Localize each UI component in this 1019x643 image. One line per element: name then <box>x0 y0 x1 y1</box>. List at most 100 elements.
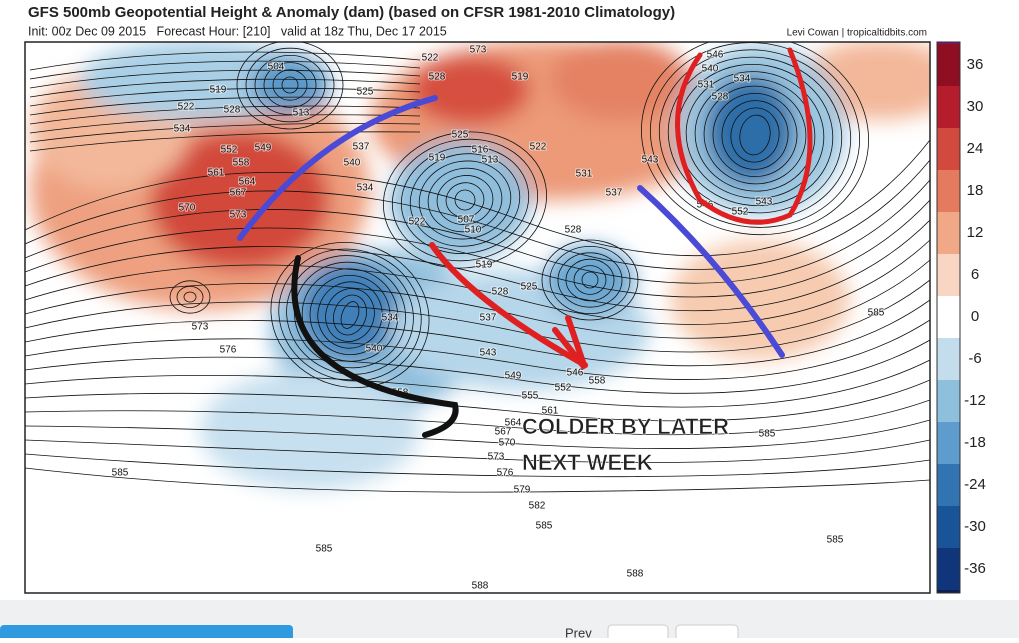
contour <box>557 252 623 308</box>
arrow <box>429 242 588 368</box>
contour <box>29 105 421 125</box>
contour <box>685 71 825 199</box>
contour <box>176 285 204 308</box>
contour-label: 531 <box>698 80 715 91</box>
contour-label: 531 <box>576 169 593 180</box>
contour-label: 588 <box>472 581 489 592</box>
contour-label: 537 <box>606 188 623 199</box>
contour <box>25 453 930 478</box>
colorbar-label: 30 <box>967 98 984 115</box>
footer-button[interactable] <box>0 625 293 643</box>
contour <box>25 439 930 463</box>
contour <box>325 288 375 342</box>
contour-label: 540 <box>702 64 719 75</box>
contour <box>272 69 308 101</box>
colorbar-box <box>937 422 960 464</box>
contour-label: 573 <box>192 322 209 333</box>
contour <box>254 55 326 116</box>
contour <box>730 107 780 163</box>
colorbar-end <box>937 42 960 45</box>
contour-label: 528 <box>712 92 729 103</box>
contour <box>29 78 421 98</box>
contour <box>25 179 930 284</box>
contour <box>25 139 930 257</box>
subtitle: Init: 00z Dec 09 2015 Forecast Hour: [21… <box>28 24 447 38</box>
contour-label: 567 <box>230 188 247 199</box>
contour <box>573 265 607 295</box>
contour <box>286 255 414 375</box>
contour-label: 519 <box>429 153 446 164</box>
contour <box>581 271 599 289</box>
contour <box>418 160 512 240</box>
contour <box>703 85 807 185</box>
contour-label: 522 <box>422 53 439 64</box>
next-button[interactable] <box>675 624 739 643</box>
contour-label: 585 <box>112 468 129 479</box>
contour-label: 546 <box>707 50 724 61</box>
contour-label: 570 <box>179 203 196 214</box>
colorbar-box <box>937 464 960 506</box>
colorbar: 36 30 24 18 12 6 0 -6 -12 -18 -24 -30 -36 <box>936 41 986 594</box>
contour <box>25 319 930 380</box>
contour-label: 525 <box>357 87 374 98</box>
colorbar-box <box>937 212 960 254</box>
contour <box>281 76 299 94</box>
contour <box>25 259 930 339</box>
contour <box>333 294 367 336</box>
prev-button[interactable] <box>607 624 669 643</box>
contour <box>391 138 539 262</box>
colorbar-label: 24 <box>967 140 984 157</box>
contour <box>270 241 430 389</box>
contour <box>25 359 930 408</box>
contour <box>436 175 494 225</box>
colorbar-label: 18 <box>967 182 984 199</box>
contour-label: 552 <box>555 383 572 394</box>
contour-label: 534 <box>174 124 191 135</box>
colorbar-box <box>937 86 960 128</box>
contour-label: 525 <box>452 130 469 141</box>
contour <box>263 62 317 108</box>
contour-label: 519 <box>476 260 493 271</box>
contour <box>309 274 391 356</box>
contour <box>183 291 197 303</box>
credit: Levi Cowan | tropicaltidbits.com <box>787 28 927 39</box>
map: 504 519 522 528 534 513 525 522 528 573 519 546 540 5… <box>25 42 930 593</box>
contour <box>694 78 816 192</box>
contour-label: 549 <box>255 143 272 154</box>
contour <box>25 419 930 449</box>
height-contours <box>25 42 930 493</box>
contour-label: 552 <box>732 207 749 218</box>
prev-label[interactable]: Prev <box>565 625 592 640</box>
contour <box>382 131 548 269</box>
contour-label: 528 <box>492 287 509 298</box>
contour <box>641 42 869 236</box>
ridge-outline <box>675 47 813 225</box>
contour-label: 576 <box>220 345 237 356</box>
contour-label: 558 <box>589 376 606 387</box>
contour-label: 585 <box>868 308 885 319</box>
contour <box>400 146 530 254</box>
contour-label: 573 <box>230 210 247 221</box>
contour-label: 537 <box>480 313 497 324</box>
contour <box>721 100 789 170</box>
contour-label: 585 <box>316 544 333 555</box>
pattern-line <box>291 255 459 438</box>
contour-label: 540 <box>366 344 383 355</box>
contour-label: 540 <box>344 158 361 169</box>
colorbar-box <box>937 44 960 86</box>
colorbar-box <box>937 548 960 590</box>
contour <box>454 189 476 211</box>
contour-label: 561 <box>208 168 225 179</box>
arrow-head <box>552 315 588 370</box>
contour <box>29 114 421 134</box>
colorbar-box <box>937 296 960 338</box>
contour <box>25 467 930 493</box>
contour-label: 561 <box>542 406 559 417</box>
contour-label: 573 <box>470 45 487 56</box>
contour <box>25 219 930 312</box>
contour <box>169 280 211 314</box>
colorbar-label: 0 <box>971 308 979 325</box>
colorbar-end <box>937 590 960 593</box>
contour <box>29 96 421 116</box>
contour <box>739 114 771 156</box>
